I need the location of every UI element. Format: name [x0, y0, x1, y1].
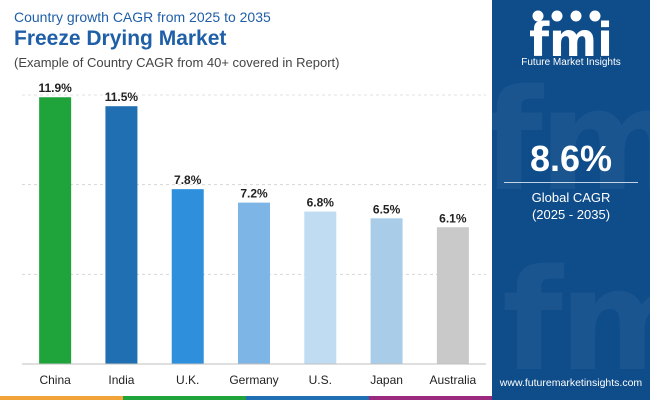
- fmi-logo: fmi: [529, 10, 613, 67]
- logo-dot-icon: [570, 10, 582, 22]
- kpi-divider: [504, 182, 638, 183]
- data-label: 7.8%: [174, 173, 202, 187]
- global-cagr-label: Global CAGR: [531, 190, 611, 205]
- logo-wordmark: fmi: [529, 13, 613, 67]
- global-cagr-period: (2025 - 2035): [531, 207, 611, 222]
- logo-dot-icon: [532, 10, 544, 22]
- bar-india: [105, 106, 138, 364]
- bar-australia: [436, 227, 469, 364]
- global-cagr-value: 8.6%: [529, 138, 613, 179]
- data-label: 7.2%: [240, 187, 268, 201]
- bar-uk: [171, 189, 204, 364]
- color-strip-segment: [246, 396, 369, 400]
- chart-note: (Example of Country CAGR from 40+ covere…: [14, 55, 340, 70]
- x-tick-label: Japan: [370, 373, 403, 387]
- color-strip-segment: [123, 396, 246, 400]
- brand-sidebar: fmi fmi fmi Future Market Insights 8.6% …: [492, 0, 650, 400]
- data-label: 6.5%: [373, 202, 401, 216]
- logo-company-name: Future Market Insights: [521, 57, 621, 68]
- watermark-pattern: fmi: [492, 60, 650, 223]
- x-tick-label: Germany: [229, 373, 278, 387]
- watermark-pattern: fmi: [502, 240, 650, 400]
- chart-title: Freeze Drying Market: [14, 27, 227, 50]
- website-link[interactable]: www.futuremarketinsights.com: [499, 377, 643, 389]
- data-label: 6.1%: [439, 211, 467, 225]
- data-label: 11.5%: [105, 90, 139, 104]
- bar-japan: [370, 218, 403, 364]
- bar-china: [39, 97, 72, 364]
- color-strip-segment: [0, 396, 123, 400]
- x-tick-label: India: [108, 373, 134, 387]
- x-tick-label: U.S.: [309, 373, 332, 387]
- logo-dot-icon: [589, 10, 601, 22]
- color-strip: [0, 396, 492, 400]
- logo-dot-icon: [551, 10, 563, 22]
- data-label: 11.9%: [38, 81, 72, 95]
- color-strip-segment: [369, 396, 492, 400]
- bar-germany: [238, 202, 270, 364]
- x-tick-label: U.K.: [176, 373, 199, 387]
- bar-chart: 11.9% China 11.5% India 7.8% U.K. 7.2% Germany 6…: [22, 81, 486, 387]
- data-label: 6.8%: [307, 196, 335, 210]
- x-tick-label: Australia: [430, 373, 477, 387]
- x-tick-label: China: [39, 373, 71, 387]
- chart-subtitle: Country growth CAGR from 2025 to 2035: [14, 9, 271, 25]
- chart-header: Country growth CAGR from 2025 to 2035 Fr…: [0, 0, 492, 80]
- bar-us: [304, 211, 337, 364]
